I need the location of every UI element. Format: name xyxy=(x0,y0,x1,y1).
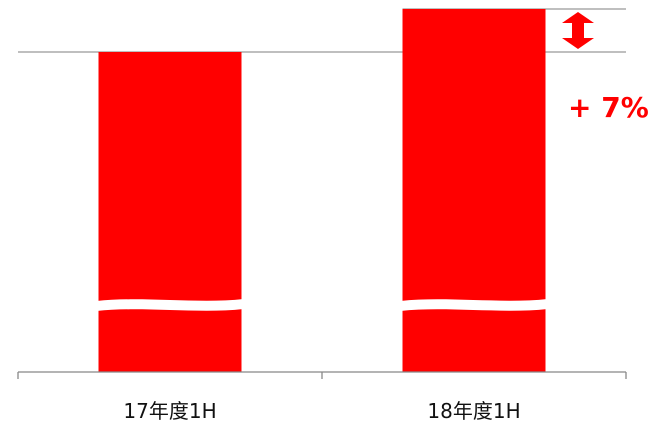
axis-breaks xyxy=(96,299,548,311)
axis-break-mark xyxy=(96,299,244,311)
bars xyxy=(98,9,546,372)
axis-break-mark xyxy=(400,299,548,311)
bar xyxy=(402,9,546,372)
x-tick-label: 18年度1H xyxy=(427,399,520,423)
x-tick-labels: 17年度1H 18年度1H xyxy=(123,399,520,423)
delta-label: + 7% xyxy=(568,91,649,124)
bar xyxy=(98,52,242,372)
change-annotation: + 7% xyxy=(562,12,649,124)
double-arrow-icon xyxy=(562,12,594,49)
x-tick-label: 17年度1H xyxy=(123,399,216,423)
x-ticks xyxy=(17,372,627,379)
